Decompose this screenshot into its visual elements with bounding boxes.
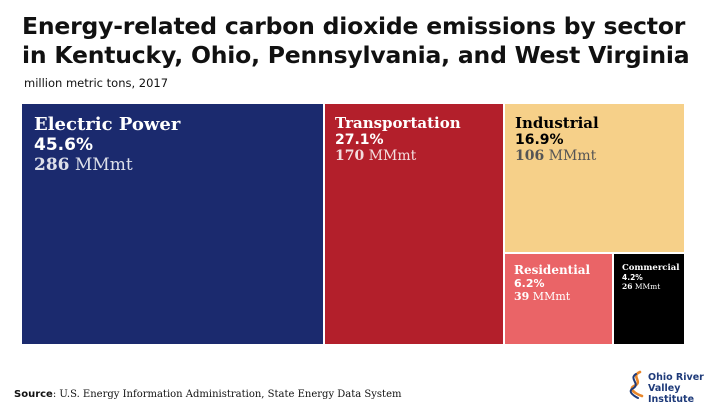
tile-value-unit-residential: MMmt — [529, 290, 571, 303]
treemap-tile-electric-power: Electric Power 45.6% 286 MMmt — [22, 104, 323, 344]
tile-value-number-industrial: 106 — [515, 148, 545, 164]
tile-value-number-electric-power: 286 — [34, 155, 70, 175]
tile-label-industrial: Industrial — [515, 114, 599, 132]
logo-line-2: Valley Institute — [648, 383, 695, 405]
chart-title-line-1: Energy-related carbon dioxide emissions … — [22, 12, 686, 40]
logo-line-1: Ohio River — [648, 372, 704, 383]
tile-value-industrial: 106 MMmt — [515, 148, 674, 164]
treemap-tile-commercial: Commercial 4.2% 26 MMmt — [614, 254, 684, 344]
tile-value-number-commercial: 26 — [622, 282, 633, 291]
tile-percent-residential: 6.2% — [514, 277, 545, 290]
tile-value-number-residential: 39 — [514, 290, 530, 303]
treemap-tile-transportation: Transportation 27.1% 170 MMmt — [325, 104, 503, 344]
chart-title: Energy-related carbon dioxide emissions … — [22, 12, 712, 70]
institute-logo: Ohio River Valley Institute — [624, 368, 716, 405]
tile-percent-commercial: 4.2% — [622, 273, 643, 282]
tile-percent-industrial: 16.9% — [515, 132, 564, 148]
source-label: Source — [14, 389, 53, 400]
tile-value-unit-transportation: MMmt — [364, 148, 417, 164]
tile-value-number-transportation: 170 — [335, 148, 365, 164]
chart-title-line-2: in Kentucky, Ohio, Pennsylvania, and Wes… — [22, 41, 690, 69]
tile-label-transportation: Transportation — [335, 114, 461, 132]
tile-value-commercial: 26 MMmt — [622, 282, 676, 291]
tile-value-unit-industrial: MMmt — [544, 148, 597, 164]
tile-percent-transportation: 27.1% — [335, 132, 384, 148]
tile-value-unit-electric-power: MMmt — [69, 155, 133, 175]
tile-value-unit-commercial: MMmt — [632, 282, 661, 291]
tile-label-electric-power: Electric Power — [34, 114, 181, 135]
river-swirl-icon — [629, 370, 644, 399]
tile-label-residential: Residential — [514, 263, 591, 277]
treemap-tile-residential: Residential 6.2% 39 MMmt — [505, 254, 612, 344]
chart-subtitle: million metric tons, 2017 — [24, 76, 169, 90]
source-text: : U.S. Energy Information Administration… — [52, 389, 402, 400]
treemap-chart: Electric Power 45.6% 286 MMmt Transportatio… — [22, 104, 685, 344]
tile-percent-electric-power: 45.6% — [34, 135, 93, 155]
tile-label-commercial: Commercial — [622, 263, 680, 273]
tile-value-residential: 39 MMmt — [514, 290, 603, 303]
treemap-tile-industrial: Industrial 16.9% 106 MMmt — [505, 104, 684, 252]
tile-value-transportation: 170 MMmt — [335, 148, 493, 164]
tile-value-electric-power: 286 MMmt — [34, 155, 311, 175]
source-note: Source: U.S. Energy Information Administ… — [14, 389, 401, 400]
